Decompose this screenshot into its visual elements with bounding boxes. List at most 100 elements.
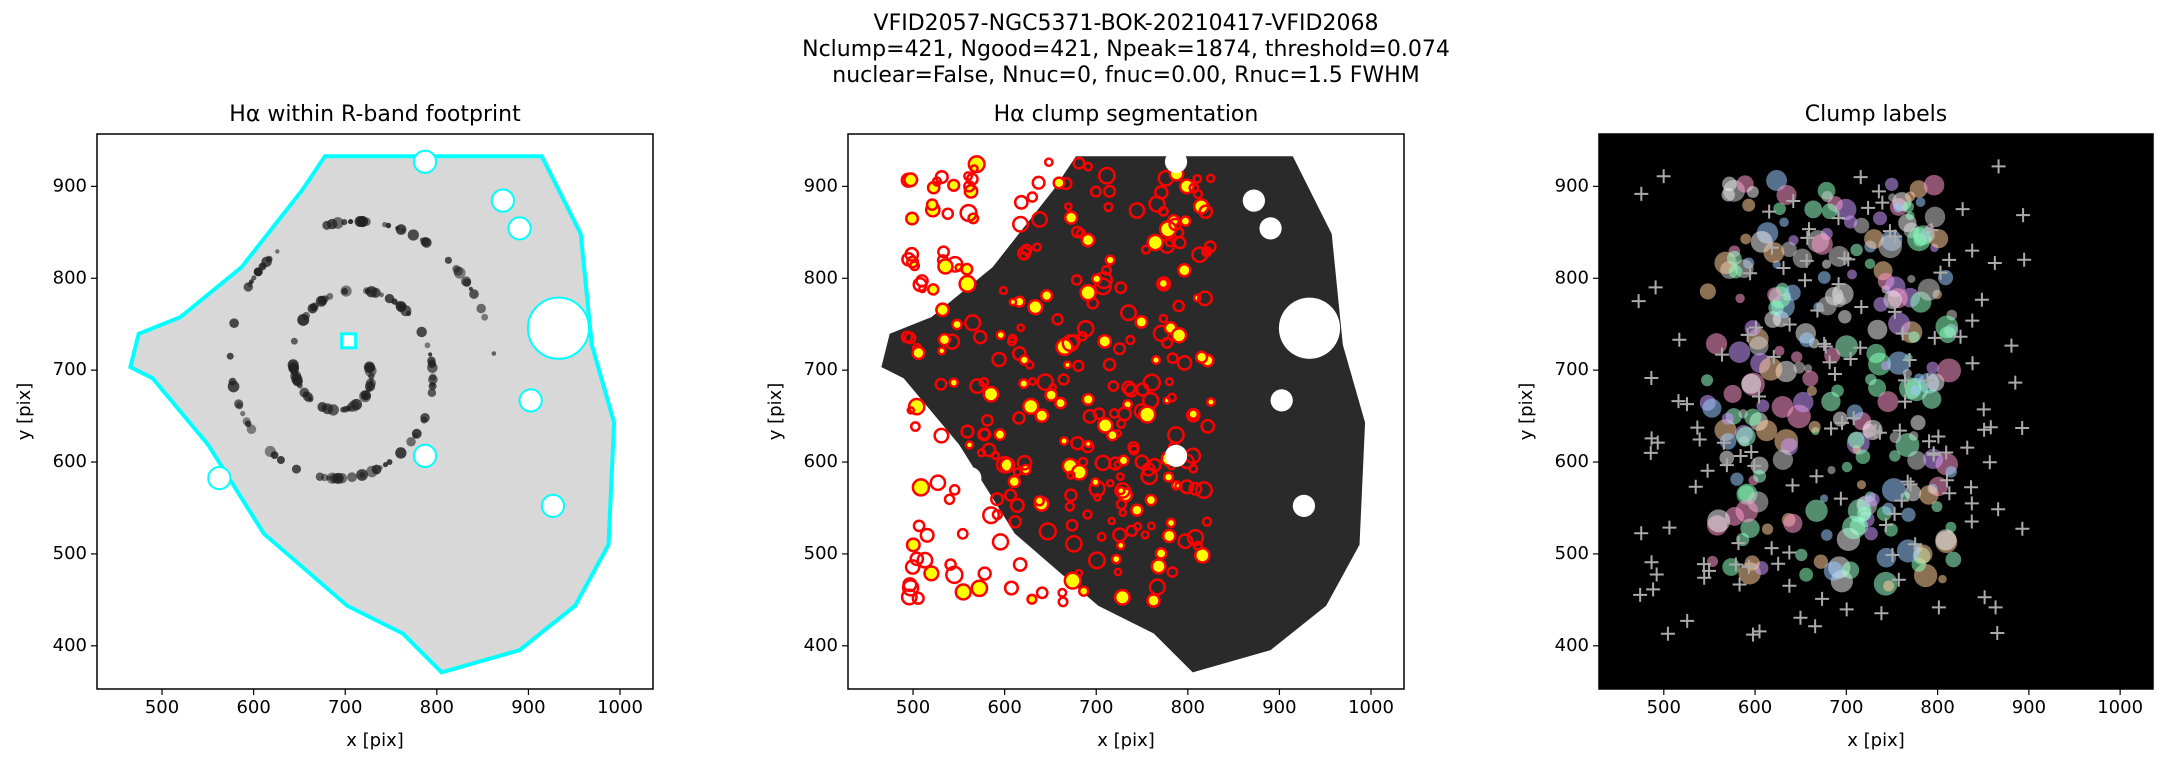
clump xyxy=(976,448,987,458)
label-region xyxy=(1776,184,1797,205)
label-region xyxy=(1889,431,1901,444)
emission xyxy=(453,267,466,279)
emission xyxy=(491,351,497,356)
clump xyxy=(1167,426,1185,445)
emission xyxy=(427,388,437,398)
clump xyxy=(925,198,939,212)
peak-marker xyxy=(1702,563,1717,578)
emission xyxy=(382,221,388,228)
axes-frame xyxy=(96,133,654,690)
y-tick-label: 600 xyxy=(1555,451,1589,472)
clump xyxy=(1121,380,1137,396)
clump xyxy=(937,346,947,356)
peak-marker xyxy=(1728,557,1743,572)
clump xyxy=(911,345,926,361)
label-region xyxy=(1806,385,1817,396)
peak-marker xyxy=(1976,402,1991,417)
clump xyxy=(1102,357,1117,372)
clump xyxy=(937,258,954,275)
peak-marker xyxy=(1955,202,1970,217)
clump xyxy=(970,579,989,598)
x-tick-label: 900 xyxy=(1262,697,1296,718)
clump xyxy=(1116,540,1126,551)
label-region xyxy=(1823,561,1844,581)
clump xyxy=(1158,313,1169,324)
clump xyxy=(1176,355,1193,371)
clump xyxy=(1162,471,1175,483)
clump xyxy=(1091,273,1103,285)
label-region xyxy=(1907,274,1916,283)
peak-marker xyxy=(1786,194,1801,209)
x-tick-label: 600 xyxy=(987,697,1021,718)
label-region xyxy=(1866,492,1880,507)
clump xyxy=(1090,477,1101,488)
clump xyxy=(1080,232,1096,248)
emission xyxy=(406,437,416,447)
clump xyxy=(1065,518,1079,532)
label-region xyxy=(1722,558,1741,576)
mask xyxy=(507,216,532,241)
clump xyxy=(1057,373,1070,386)
peak-marker xyxy=(1810,303,1825,318)
clump xyxy=(963,180,976,193)
clump xyxy=(1173,236,1187,250)
peak-marker xyxy=(1644,370,1659,385)
peak-marker xyxy=(1744,444,1759,459)
emission xyxy=(229,318,239,328)
label-region xyxy=(1813,554,1829,569)
emission xyxy=(395,301,403,309)
label-region xyxy=(1867,319,1888,340)
clump xyxy=(909,421,921,432)
clump xyxy=(1003,488,1018,502)
peak-marker xyxy=(1752,624,1767,639)
x-tick-label: 700 xyxy=(328,697,362,718)
mask xyxy=(412,443,438,469)
emission xyxy=(234,399,244,409)
label-region xyxy=(1884,522,1898,537)
clump xyxy=(1128,202,1146,219)
figure-title: nuclear=False, Nnuc=0, fnuc=0.00, Rnuc=1… xyxy=(832,63,1419,88)
label-region xyxy=(1917,278,1940,301)
clump xyxy=(911,591,925,605)
peak-marker xyxy=(1977,590,1992,605)
peak-marker xyxy=(1648,280,1663,295)
peak-marker xyxy=(1898,394,1913,409)
peak-marker xyxy=(1939,445,1954,460)
y-tick-label: 400 xyxy=(53,635,87,656)
clump xyxy=(1035,586,1049,600)
emission xyxy=(346,406,351,411)
x-axis-label: x [pix] xyxy=(1847,730,1905,751)
y-tick-label: 900 xyxy=(53,175,87,196)
clump xyxy=(958,274,977,293)
emission xyxy=(395,447,407,459)
clump xyxy=(972,329,988,345)
label-region xyxy=(1821,191,1833,203)
clump xyxy=(937,332,952,347)
x-tick-label: 600 xyxy=(1738,697,1772,718)
x-tick-label: 500 xyxy=(145,697,179,718)
label-region xyxy=(1728,341,1751,363)
peak-marker xyxy=(1965,243,1980,258)
clump xyxy=(915,274,929,288)
mask xyxy=(959,466,982,490)
x-axis-label: x [pix] xyxy=(1097,730,1155,751)
mask xyxy=(1259,217,1282,240)
clump xyxy=(916,551,934,569)
peak-marker xyxy=(1974,292,1989,307)
peak-marker xyxy=(1900,474,1915,489)
image-background xyxy=(1599,134,2153,689)
label-region xyxy=(1895,433,1920,457)
clump xyxy=(965,172,979,186)
clump xyxy=(1194,350,1209,364)
label-region xyxy=(1937,270,1954,286)
y-tick-label: 600 xyxy=(53,451,87,472)
clump xyxy=(1070,435,1085,451)
peak-marker xyxy=(2015,420,2030,435)
clump xyxy=(1106,428,1119,442)
label-region xyxy=(1877,391,1899,413)
y-tick-label: 600 xyxy=(804,451,838,472)
clump xyxy=(1008,297,1018,307)
clump xyxy=(1195,481,1213,499)
clump xyxy=(1034,408,1050,424)
